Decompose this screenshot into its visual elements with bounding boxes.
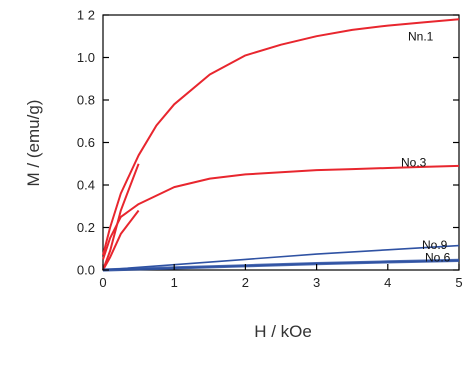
x-tick-label: 2 (242, 275, 249, 290)
y-tick-label: 0.6 (77, 135, 95, 150)
x-tick-label: 3 (313, 275, 320, 290)
x-tick-label: 1 (171, 275, 178, 290)
series-line-no9 (102, 244, 460, 271)
y-tick-label: 0.4 (77, 178, 95, 193)
x-tick-label: 5 (455, 275, 462, 290)
series-label-no6: No.6 (425, 251, 451, 265)
x-axis-title: H / kOe (254, 322, 312, 341)
x-tick-label: 0 (99, 275, 106, 290)
plot-frame (102, 14, 460, 271)
y-tick-label: 1.0 (77, 50, 95, 65)
series-branch-no3 (102, 209, 140, 271)
series-line-no1 (102, 18, 460, 256)
series-branch-no1 (102, 163, 140, 271)
y-tick-label: 1 2 (77, 8, 95, 23)
series-label-no1: Nn.1 (408, 29, 434, 43)
series-line-no6-thick (102, 258, 460, 272)
y-axis-title: M / (emu/g) (24, 100, 43, 187)
y-tick-label: 0.0 (77, 263, 95, 278)
series-label-no9: No.9 (422, 238, 448, 252)
y-tick-label: 0.2 (77, 220, 95, 235)
x-tick-label: 4 (384, 275, 391, 290)
series-label-no3: No.3 (401, 156, 427, 170)
y-tick-label: 0.8 (77, 93, 95, 108)
series-line-no3 (102, 164, 460, 260)
